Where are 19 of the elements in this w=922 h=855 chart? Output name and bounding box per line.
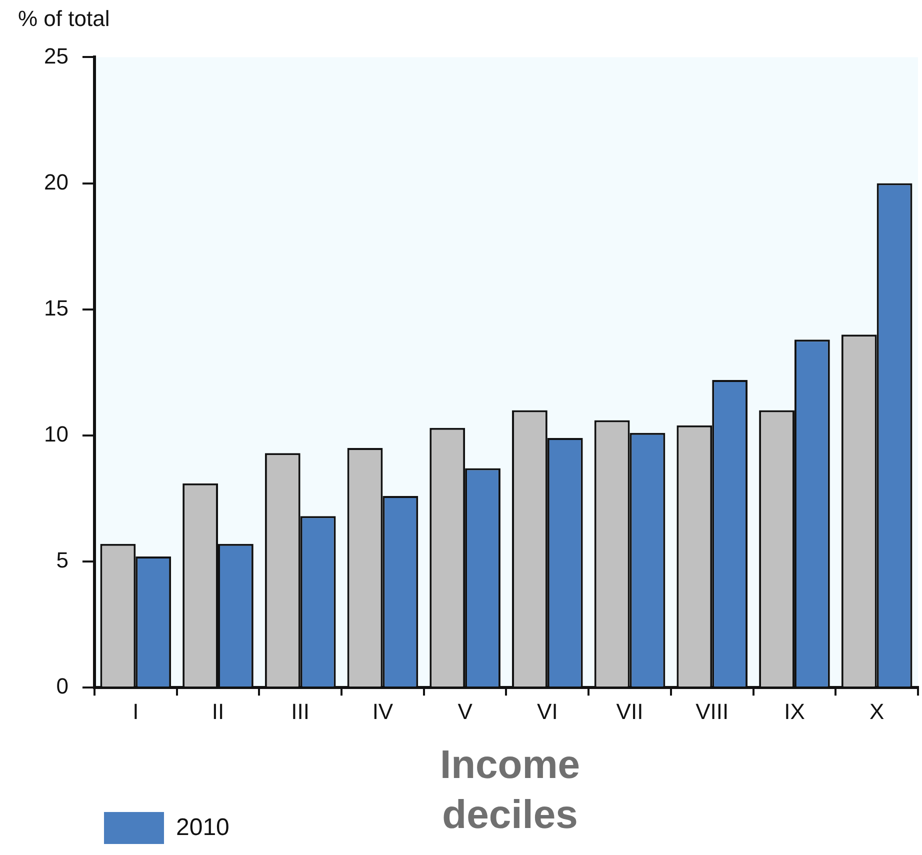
x-tick-label: VI <box>537 698 558 724</box>
x-tick-label: III <box>291 698 310 724</box>
x-axis-title: Income deciles <box>438 742 582 839</box>
x-tick-label: IV <box>372 698 394 724</box>
x-tick-label: VII <box>616 698 644 724</box>
y-tick-label: 20 <box>44 169 68 194</box>
y-tick-label: 25 <box>44 43 68 68</box>
x-tick-label: IX <box>784 698 806 724</box>
y-axis-title: % of total <box>18 6 110 32</box>
x-tick-label: I <box>132 698 139 724</box>
y-tick-label: 10 <box>44 422 68 447</box>
x-tick-label: V <box>458 698 473 724</box>
x-tick-label: X <box>869 698 884 724</box>
x-tick-label: II <box>212 698 224 724</box>
y-tick-label: 0 <box>56 674 68 699</box>
y-tick-label: 5 <box>56 548 68 573</box>
y-tick-label: 15 <box>44 295 68 320</box>
x-tick-label: VIII <box>696 698 729 724</box>
legend-label: 2010 <box>176 814 230 842</box>
